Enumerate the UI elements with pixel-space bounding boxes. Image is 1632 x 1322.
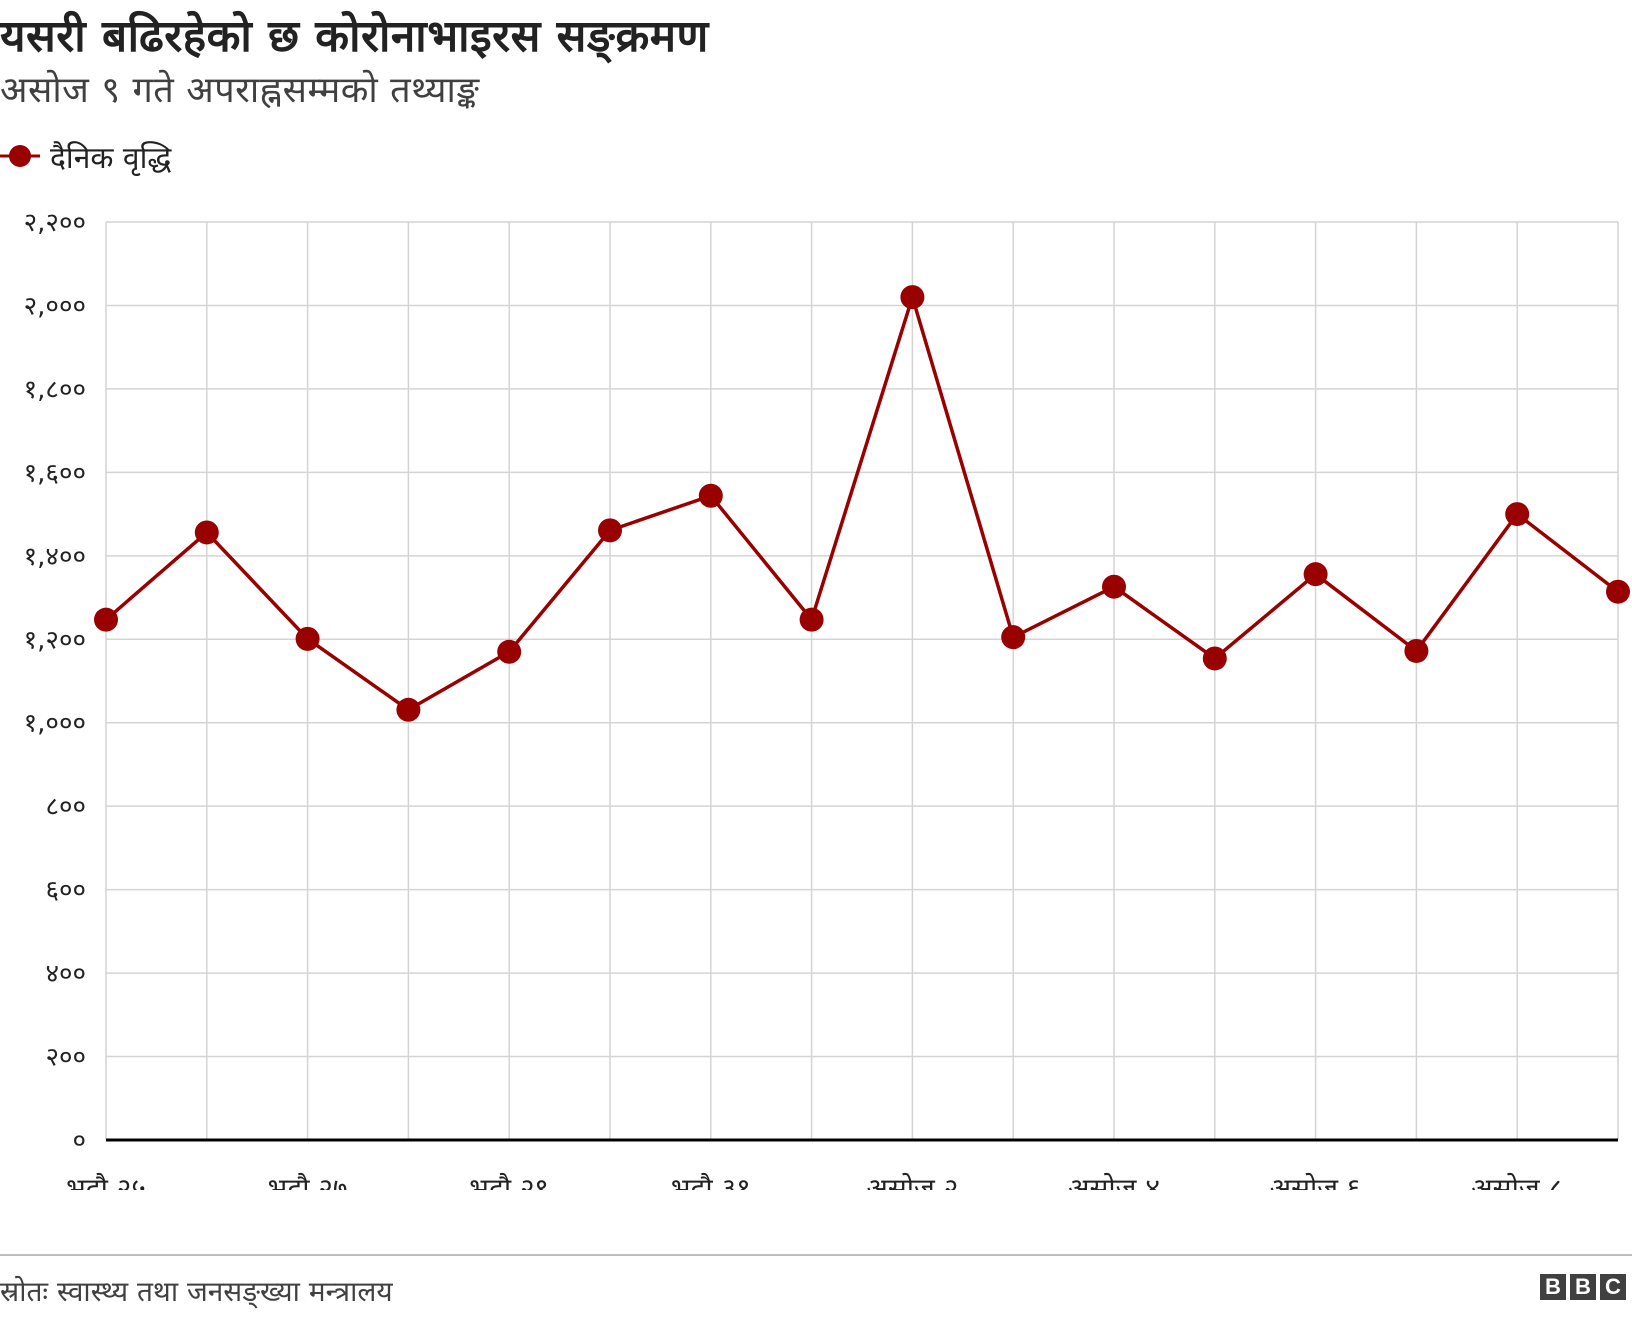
- y-tick-label: १,०००: [24, 709, 86, 739]
- x-tick-label: भदौ २५: [66, 1172, 146, 1190]
- y-tick-label: २,०००: [24, 291, 86, 321]
- data-point: [94, 607, 118, 632]
- logo-letter: B: [1540, 1274, 1566, 1300]
- data-point: [900, 285, 925, 310]
- legend: दैनिक वृद्धि: [0, 136, 171, 176]
- grid: [105, 221, 1619, 1142]
- x-tick-label: भदौ २९: [469, 1172, 549, 1190]
- y-tick-label: ०: [72, 1126, 86, 1156]
- series-points: [94, 285, 1630, 722]
- source-note: स्रोतः स्वास्थ्य तथा जनसङ्ख्या मन्त्रालय: [0, 1275, 393, 1308]
- y-tick-label: १,८००: [24, 375, 86, 405]
- x-axis-ticks: भदौ २५ भदौ २७ भदौ २९ भदौ ३१ असोज २ असोज ४ असोज…: [66, 1172, 1563, 1190]
- data-point: [698, 483, 723, 508]
- data-point: [497, 639, 522, 664]
- x-tick-label: असोज ४: [1068, 1172, 1160, 1190]
- legend-label: दैनिक वृद्धि: [50, 140, 172, 176]
- data-point: [1606, 579, 1630, 604]
- data-point: [799, 607, 824, 632]
- logo-letter: B: [1570, 1274, 1596, 1300]
- data-point: [194, 520, 219, 545]
- logo-letter: C: [1600, 1274, 1626, 1300]
- x-tick-label: असोज २: [866, 1172, 958, 1190]
- y-tick-label: १,६००: [24, 458, 86, 488]
- x-tick-label: भदौ २७: [268, 1172, 348, 1190]
- x-tick-label: असोज ६: [1270, 1172, 1362, 1190]
- bbc-logo: B B C: [1540, 1274, 1626, 1300]
- data-point: [598, 518, 622, 543]
- chart-subtitle: असोज ९ गते अपराह्नसम्मको तथ्याङ्क: [0, 70, 480, 111]
- data-point: [1001, 625, 1026, 650]
- y-tick-label: ६००: [45, 876, 86, 906]
- x-tick-label: भदौ ३१: [671, 1172, 751, 1190]
- x-tick-label: असोज ८: [1471, 1172, 1563, 1190]
- y-tick-label: २००: [45, 1043, 86, 1073]
- data-point: [1303, 562, 1328, 587]
- data-point: [1404, 638, 1429, 663]
- legend-marker-icon: [0, 145, 40, 167]
- y-tick-label: ४००: [45, 959, 86, 989]
- data-point: [295, 626, 320, 651]
- y-tick-label: ८००: [45, 792, 86, 822]
- data-point: [1202, 646, 1227, 671]
- footer-divider: [0, 1254, 1632, 1256]
- series-line-layer: [104, 295, 1620, 712]
- line-chart: ० २०० ४०० ६०० ८०० १,००० १,२०० १,४०० १,६०० १,८०० २,…: [24, 208, 1630, 1190]
- series-line: [104, 295, 1620, 712]
- data-point: [396, 697, 421, 722]
- chart-title: यसरी बढिरहेको छ कोरोनाभाइरस सङ्क्रमण: [0, 11, 709, 62]
- y-tick-label: १,४००: [24, 542, 86, 572]
- y-axis-ticks: ० २०० ४०० ६०० ८०० १,००० १,२०० १,४०० १,६०० १,८०० २,…: [24, 208, 86, 1156]
- data-point: [1505, 502, 1530, 527]
- y-tick-label: २,२००: [24, 208, 86, 238]
- y-tick-label: १,२००: [24, 625, 86, 655]
- data-point: [1102, 574, 1126, 599]
